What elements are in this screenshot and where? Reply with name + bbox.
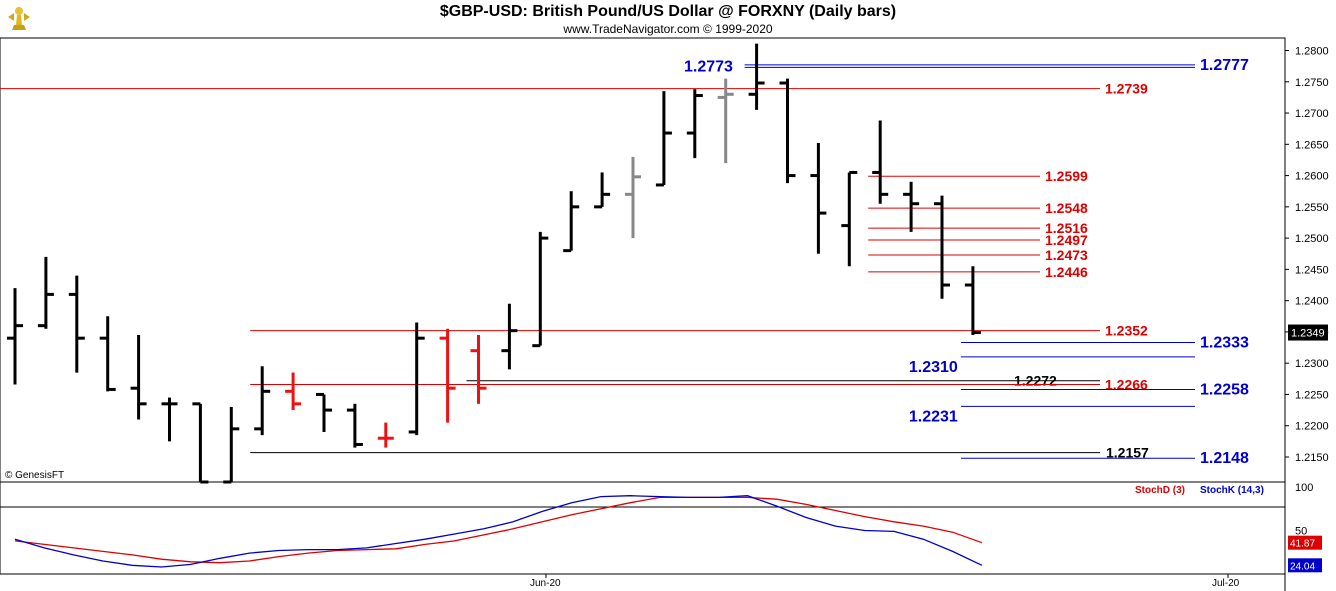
- price-tick-label: 1.2750: [1295, 77, 1329, 89]
- ohlc-bar: [68, 275, 85, 373]
- ohlc-bar: [99, 316, 116, 392]
- ohlc-bar: [501, 303, 518, 370]
- ohlc-bar: [346, 403, 363, 448]
- price-tick-label: 1.2500: [1295, 233, 1329, 245]
- ohlc-bar: [161, 397, 178, 442]
- level-label: 1.2310: [909, 359, 958, 376]
- level-label: 1.2266: [1105, 376, 1148, 392]
- ohlc-bar: [285, 372, 302, 411]
- time-axis: Jun-20 Jul-20: [530, 574, 1240, 589]
- price-tick-label: 1.2200: [1295, 421, 1329, 433]
- stoch-last-value: 24.04: [1290, 561, 1315, 572]
- stoch-last-badge: [1288, 558, 1322, 573]
- level-label: 1.2777: [1200, 57, 1249, 74]
- ohlc-bar: [192, 402, 209, 484]
- ohlc-bar: [563, 191, 580, 253]
- ohlc-bar: [748, 43, 765, 110]
- last-price-badge: 1.2349: [1288, 324, 1328, 341]
- stoch-legend-label: StochD (3): [1135, 485, 1185, 496]
- level-label: 1.2548: [1045, 200, 1088, 216]
- stoch-last-badge: [1288, 535, 1322, 550]
- stoch-last-value: 41.87: [1290, 539, 1315, 550]
- chart-header: $GBP-USD: British Pound/US Dollar @ FORX…: [0, 0, 1336, 38]
- price-tick-label: 1.2800: [1295, 46, 1329, 58]
- level-label: 1.2473: [1045, 247, 1088, 263]
- ohlc-bar: [377, 422, 394, 448]
- ohlc-bar: [223, 406, 240, 484]
- time-tick-label: Jul-20: [1212, 578, 1240, 589]
- ohlc-bar: [717, 78, 734, 164]
- copyright-label: © GenesisFT: [5, 470, 64, 481]
- last-price-value: 1.2349: [1291, 328, 1325, 340]
- price-axis: 1.2800 1.2750 1.2700 1.2650 1.2600 1.2550 1.25…: [1285, 46, 1329, 464]
- level-label: 1.2148: [1200, 450, 1249, 467]
- ohlc-bar: [532, 231, 549, 348]
- ohlc-bar: [686, 89, 703, 159]
- level-label: 1.2258: [1200, 381, 1249, 398]
- price-tick-label: 1.2150: [1295, 452, 1329, 464]
- ohlc-bar: [130, 335, 147, 420]
- ohlc-bars: [7, 43, 981, 484]
- ohlc-bar: [934, 195, 950, 299]
- chart-frame: [0, 37, 1286, 591]
- last-price-box: [1288, 324, 1328, 341]
- price-tick-label: 1.2300: [1295, 358, 1329, 370]
- stoch-tick-label: 100: [1295, 482, 1313, 494]
- level-label: 1.2157: [1106, 445, 1149, 461]
- ohlc-bar: [903, 181, 920, 232]
- price-tick-label: 1.2600: [1295, 171, 1329, 183]
- ohlc-bar: [872, 120, 889, 204]
- level-label: 1.2497: [1045, 232, 1088, 248]
- trade-navigator-logo: [8, 7, 30, 30]
- price-tick-label: 1.2550: [1295, 202, 1329, 214]
- level-label: 1.2739: [1105, 81, 1148, 97]
- chart-title: $GBP-USD: British Pound/US Dollar @ FORX…: [439, 3, 897, 20]
- level-label: 1.2352: [1105, 323, 1148, 339]
- ohlc-bar: [964, 266, 981, 336]
- level-label: 1.2599: [1045, 168, 1088, 184]
- price-tick-label: 1.2700: [1295, 108, 1329, 120]
- stoch-tick-label: 50: [1295, 526, 1307, 538]
- ohlc-bar: [37, 256, 54, 329]
- stoch-series-line: [14, 496, 983, 564]
- price-tick-label: 1.2650: [1295, 139, 1329, 151]
- level-label: 1.2333: [1200, 335, 1249, 352]
- level-label: 1.2516: [1045, 220, 1088, 236]
- ohlc-bar: [594, 172, 611, 209]
- level-label: 1.2446: [1045, 264, 1088, 280]
- price-tick-label: 1.2450: [1295, 264, 1329, 276]
- support-resistance-levels: 1.27771.27731.27391.25991.25481.25161.24…: [0, 57, 1249, 467]
- ohlc-bar: [254, 366, 271, 436]
- ohlc-bar: [779, 78, 796, 184]
- chart-subtitle: www.TradeNavigator.com © 1999-2020: [563, 22, 773, 36]
- ohlc-bar: [470, 335, 487, 404]
- stoch-series-line: [14, 495, 983, 568]
- time-tick-label: Jun-20: [530, 578, 561, 589]
- ohlc-bar: [7, 288, 23, 385]
- price-tick-label: 1.2400: [1295, 296, 1329, 308]
- stochastic-panel: 100 50 StochD (3) 41.87 StochK (14,3) 24.04: [14, 482, 1322, 573]
- ohlc-bar: [810, 143, 827, 254]
- level-label: 1.2773: [684, 58, 733, 75]
- level-label: 1.2272: [1014, 373, 1057, 389]
- ohlc-bar: [655, 91, 672, 187]
- level-label: 1.2231: [909, 408, 958, 425]
- ohlc-bar: [439, 328, 456, 423]
- ohlc-bar: [316, 392, 332, 432]
- ohlc-bar: [408, 322, 425, 436]
- price-tick-label: 1.2250: [1295, 389, 1329, 401]
- ohlc-bar: [841, 170, 858, 267]
- ohlc-bar: [625, 156, 641, 239]
- stoch-legend-label: StochK (14,3): [1200, 485, 1264, 496]
